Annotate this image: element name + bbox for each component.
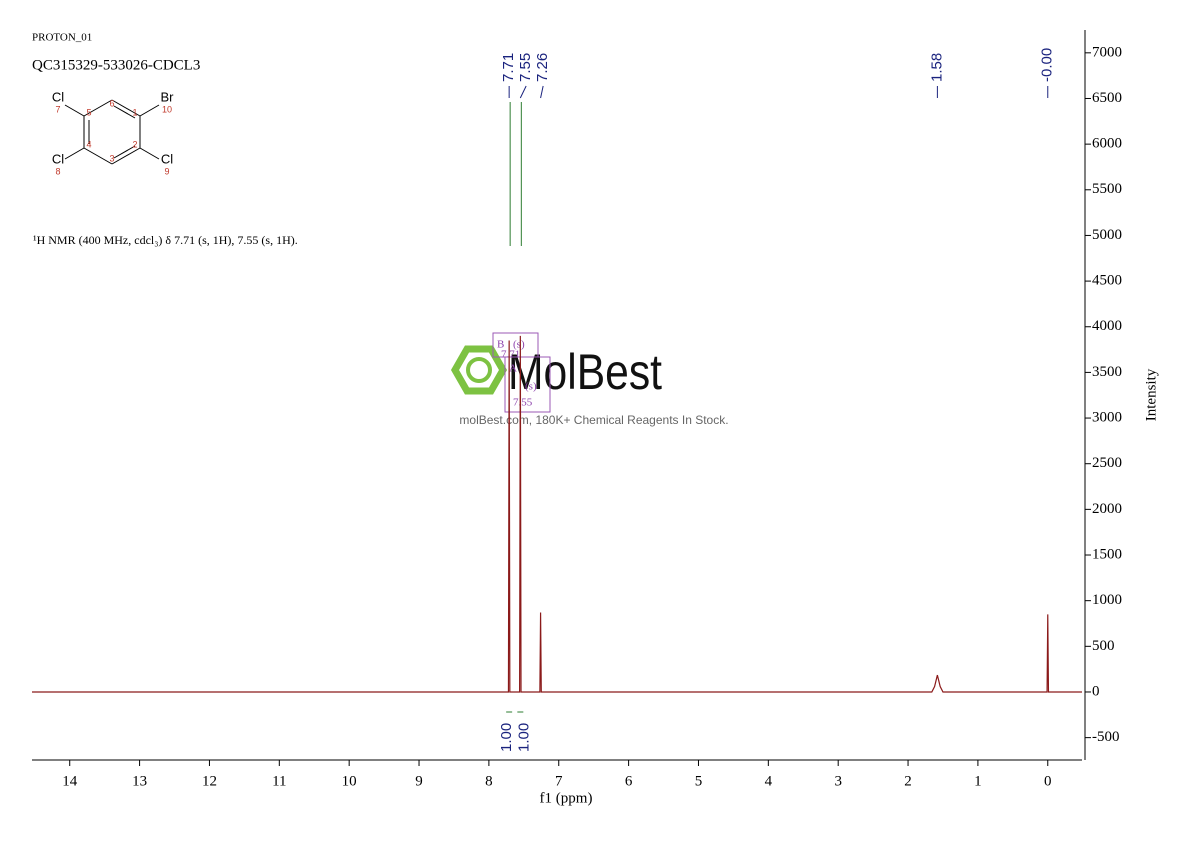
peak-leader [540,85,544,99]
y-axis-label: Intensity [1143,368,1159,421]
peak-label: 7.55 [517,53,534,82]
watermark: MolBest molBest.com, 180K+ Chemical Reag… [450,344,729,427]
ring-number: 6 [109,98,114,108]
y-tick-label: 3500 [1092,364,1122,380]
multiplet-shape: (s) [513,339,525,351]
peak-label: 7.71 [500,53,517,82]
y-tick-label: 7000 [1092,44,1122,60]
y-tick-label: 0 [1092,683,1100,699]
y-tick-label: 2000 [1092,501,1122,517]
watermark-tagline: molBest.com, 180K+ Chemical Reagents In … [459,413,728,427]
ring-number: 4 [86,139,91,149]
peak-label: 1.58 [928,53,945,82]
x-tick-label: 0 [1044,773,1052,789]
x-tick-label: 8 [485,773,493,789]
integral-label: 1.00 [498,723,515,752]
x-tick-label: 7 [555,773,563,789]
integral-label: 1.00 [515,723,532,752]
multiplet-box [504,356,551,413]
x-axis-label: f1 (ppm) [540,790,593,806]
atom-symbol: Cl [52,151,64,166]
y-tick-label: 5000 [1092,227,1122,243]
molecule-bonds [64,99,160,165]
y-tick-label: 4000 [1092,318,1122,334]
ring-number: 3 [109,153,114,163]
atom-index: 7 [55,104,60,114]
ring-number: 2 [132,139,137,149]
x-tick-label: 2 [904,773,912,789]
atom-index: 9 [164,166,169,176]
ring-number: 1 [132,107,137,117]
y-tick-label: 2500 [1092,455,1122,471]
nmr-description: ¹H NMR (400 MHz, cdcl₃) δ 7.71 (s, 1H), … [33,233,298,247]
x-tick-label: 4 [765,773,773,789]
x-tick-label: 1 [974,773,982,789]
atom-index: 8 [55,166,60,176]
x-tick-label: 12 [202,773,217,789]
x-tick-label: 5 [695,773,703,789]
multiplet-name: B [497,339,504,351]
y-tick-label: 1500 [1092,546,1122,562]
y-tick-label: 500 [1092,638,1115,654]
atom-symbol: Cl [161,151,173,166]
x-tick-label: 6 [625,773,633,789]
y-tick-label: 6000 [1092,136,1122,152]
x-tick-label: 10 [342,773,357,789]
x-tick-label: 9 [415,773,423,789]
spectrum-line [32,335,1082,693]
x-tick-label: 11 [272,773,286,789]
watermark-logo [450,345,508,395]
multiplet-shift: 7.71 [501,349,520,361]
y-tick-label: 5500 [1092,181,1122,197]
multiplet-shift: 7.55 [513,397,533,409]
x-tick-label: 3 [834,773,842,789]
multiplet-shape: (s) [525,381,537,393]
peak-label: 7.26 [534,53,551,82]
watermark-brand: MolBest [508,344,662,400]
atom-symbol: Br [161,89,175,104]
watermark-logo-ring [466,357,492,383]
ring-number: 5 [86,107,91,117]
y-tick-label: 3000 [1092,409,1122,425]
x-tick-label: 13 [132,773,147,789]
multiplet-name: A [509,363,517,375]
x-tick-label: 14 [62,773,78,789]
y-tick-label: 1000 [1092,592,1122,608]
sample-name: QC315329-533026-CDCL3 [32,57,200,73]
peak-leader [519,85,527,99]
y-tick-label: -500 [1092,729,1120,745]
y-tick-label: 4500 [1092,273,1122,289]
peak-label: -0.00 [1039,48,1056,82]
atom-symbol: Cl [52,89,64,104]
atom-index: 10 [162,104,172,114]
experiment-name: PROTON_01 [32,32,92,44]
y-tick-label: 6500 [1092,90,1122,106]
